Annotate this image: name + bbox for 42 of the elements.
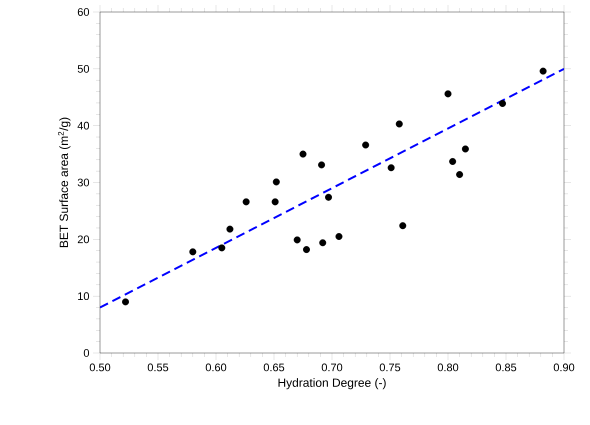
point (319, 239, 326, 246)
x-tick-label: 0.90 (554, 364, 574, 372)
y-tick-label: 30 (78, 178, 90, 186)
point (218, 244, 226, 252)
point (396, 120, 403, 128)
point (294, 236, 301, 244)
y-tick-label: 60 (78, 8, 90, 16)
point (449, 158, 456, 165)
point (242, 198, 250, 206)
x-tick-label: 0.55 (148, 364, 168, 372)
point (122, 298, 130, 306)
point (272, 178, 280, 186)
y-tick-label: 40 (78, 122, 90, 130)
x-tick-label: 0.70 (322, 364, 342, 372)
point (318, 161, 326, 168)
point (462, 145, 469, 152)
point (302, 246, 310, 254)
point (272, 198, 279, 206)
x-tick-label: 0.75 (380, 364, 400, 372)
point (444, 90, 452, 98)
point (499, 100, 506, 107)
point (300, 150, 306, 158)
point (456, 171, 464, 178)
point (325, 194, 332, 201)
y-axis-title: BET Surface area (m$^{2}$/g) (58, 118, 70, 248)
y-tick-label: 0 (84, 349, 90, 357)
point (226, 226, 234, 233)
point (189, 248, 196, 256)
point (335, 233, 342, 240)
point (399, 222, 406, 230)
y-tick-label: 10 (78, 292, 90, 300)
y-tick-label: 50 (78, 64, 90, 73)
point (362, 142, 370, 148)
y-tick-label: 20 (78, 235, 90, 244)
x-axis-title: Hydration Degree (-) (278, 378, 386, 390)
x-tick-label: 0.60 (206, 364, 226, 372)
point (540, 68, 547, 75)
point (388, 164, 395, 172)
x-tick-label: 0.85 (496, 364, 516, 372)
x-tick-label: 0.65 (264, 364, 284, 372)
x-tick-label: 0.50 (90, 364, 110, 372)
x-tick-label: 0.80 (438, 364, 458, 372)
